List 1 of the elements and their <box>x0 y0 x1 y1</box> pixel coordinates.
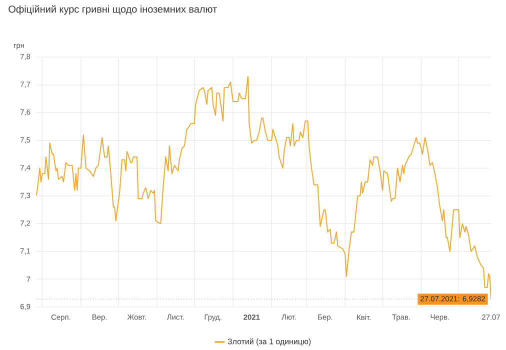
chart-title: Офіційний курс гривні щодо іноземних валют <box>8 5 217 15</box>
